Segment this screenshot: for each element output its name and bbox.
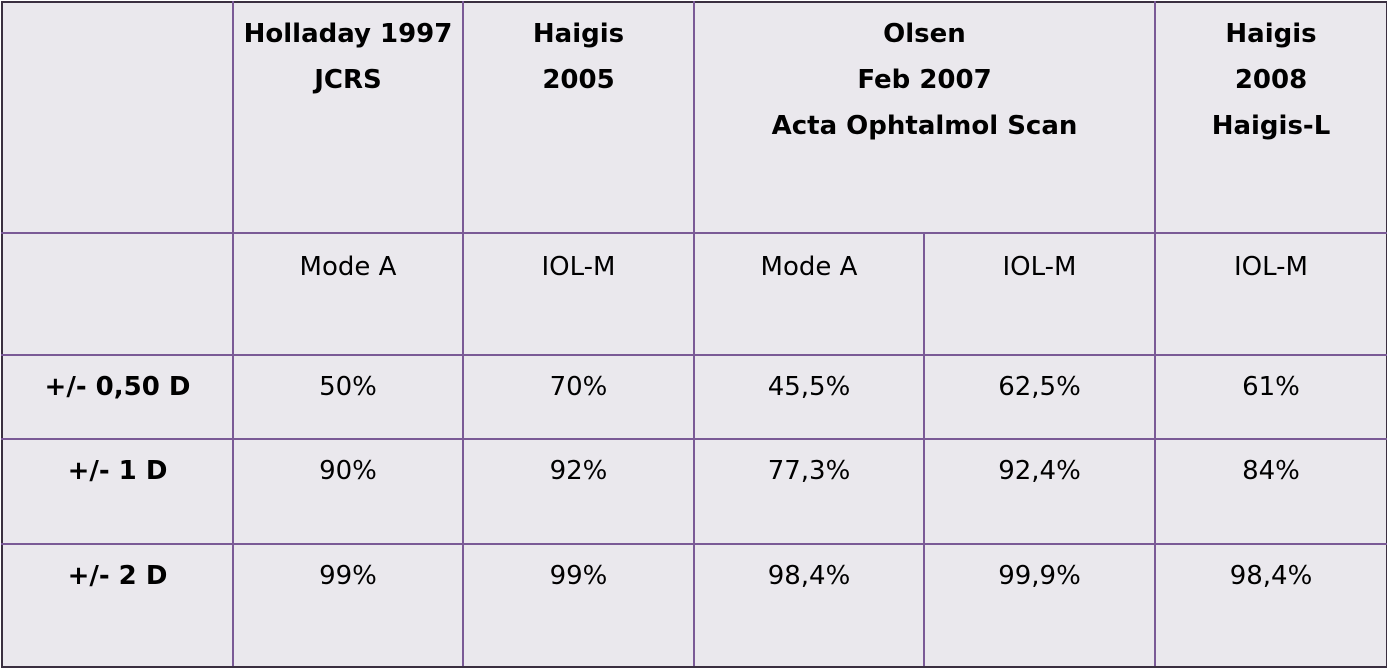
table-cell: 99% (232, 543, 464, 668)
table-cell: 92% (462, 438, 695, 545)
header-holladay-line1: Holladay 1997 (243, 19, 453, 49)
header-corner-cell (1, 1, 234, 234)
subheader-cell: IOL-M (923, 232, 1156, 356)
header-row: Holladay 1997 JCRS Haigis 2005 Olsen Feb… (1, 1, 1387, 234)
header-olsen-2007: Olsen Feb 2007 Acta Ophtalmol Scan (693, 1, 1156, 234)
table-row: +/- 0,50 D 50% 70% 45,5% 62,5% 61% (1, 354, 1387, 440)
row-label: +/- 0,50 D (1, 354, 234, 440)
table-cell: 45,5% (693, 354, 925, 440)
table-cell: 99% (462, 543, 695, 668)
table-row: +/- 2 D 99% 99% 98,4% 99,9% 98,4% (1, 543, 1387, 668)
subheader-cell: Mode A (693, 232, 925, 356)
table-cell: 98,4% (693, 543, 925, 668)
subheader-cell: Mode A (232, 232, 464, 356)
table-cell: 70% (462, 354, 695, 440)
table-cell: 99,9% (923, 543, 1156, 668)
table-cell: 90% (232, 438, 464, 545)
subheader-cell: IOL-M (1154, 232, 1387, 356)
table-cell: 50% (232, 354, 464, 440)
header-olsen-line3: Acta Ophtalmol Scan (771, 111, 1078, 141)
table-cell: 98,4% (1154, 543, 1387, 668)
subheader-corner-cell (1, 232, 234, 356)
table-cell: 62,5% (923, 354, 1156, 440)
table-cell: 92,4% (923, 438, 1156, 545)
row-label: +/- 1 D (1, 438, 234, 545)
header-holladay-1997: Holladay 1997 JCRS (232, 1, 464, 234)
header-haigis2008-line3: Haigis-L (1211, 111, 1331, 141)
table-cell: 61% (1154, 354, 1387, 440)
header-haigis-2008: Haigis 2008 Haigis-L (1154, 1, 1387, 234)
row-label: +/- 2 D (1, 543, 234, 668)
header-olsen-line1: Olsen (883, 19, 966, 49)
subheader-row: Mode A IOL-M Mode A IOL-M IOL-M (1, 232, 1387, 356)
header-haigis2005-line2: 2005 (542, 65, 615, 95)
header-holladay-line2: JCRS (314, 65, 382, 95)
header-haigis2005-line1: Haigis (532, 19, 625, 49)
table-row: +/- 1 D 90% 92% 77,3% 92,4% 84% (1, 438, 1387, 545)
header-haigis2008-line2: 2008 (1234, 65, 1308, 95)
table-cell: 77,3% (693, 438, 925, 545)
table-cell: 84% (1154, 438, 1387, 545)
header-haigis2008-line1: Haigis (1225, 19, 1317, 49)
header-haigis-2005: Haigis 2005 (462, 1, 695, 234)
header-olsen-line2: Feb 2007 (857, 65, 992, 95)
subheader-cell: IOL-M (462, 232, 695, 356)
